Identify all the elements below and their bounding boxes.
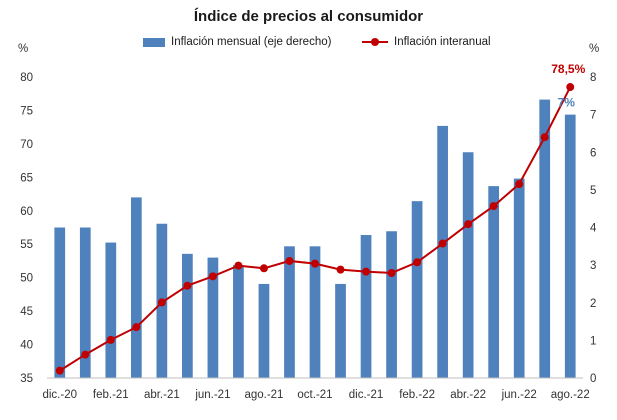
bar: [258, 283, 270, 378]
line-point: [81, 350, 90, 359]
bar: [513, 178, 525, 378]
y-right-tick: 3: [590, 260, 596, 272]
x-tick-label: feb.-22: [399, 389, 435, 401]
y-right-tick: 7: [590, 110, 596, 122]
y-left-tick: 80: [20, 72, 33, 84]
bar: [284, 246, 295, 378]
line-point: [362, 267, 371, 276]
line-point: [336, 265, 345, 274]
legend-item-yearly: Inflación interanual: [362, 36, 491, 48]
y-left-tick: 65: [20, 172, 33, 184]
line-point: [540, 133, 549, 142]
y-axis-right-label: %: [589, 43, 599, 55]
annotation-monthly: 7%: [558, 96, 576, 110]
bar: [54, 227, 66, 378]
line-point: [55, 366, 64, 375]
y-left-tick: 50: [20, 273, 33, 285]
x-tick-label: jun.-22: [501, 389, 537, 401]
x-tick-label: feb.-21: [93, 389, 129, 401]
line-point: [157, 298, 166, 307]
y-axis-left-label: %: [18, 43, 28, 55]
annotation-yearly: 78,5%: [551, 62, 585, 76]
line-point: [515, 180, 524, 189]
bar: [233, 265, 244, 378]
line-point: [106, 335, 115, 344]
bar: [539, 99, 551, 378]
line-point: [413, 258, 422, 267]
x-tick-label: ago.-21: [244, 389, 283, 401]
x-tick-label: dic.-21: [349, 389, 384, 401]
line-point: [438, 239, 447, 248]
line-point: [285, 256, 294, 265]
y-left-tick: 60: [20, 206, 33, 218]
y-left-tick: 40: [20, 340, 33, 352]
legend-line-swatch: [362, 37, 388, 47]
bar: [386, 231, 397, 378]
bar: [360, 235, 372, 378]
bar: [130, 197, 142, 378]
bar: [79, 227, 91, 378]
bar: [207, 257, 219, 378]
y-right-tick: 5: [590, 185, 596, 197]
y-left-tick: 35: [20, 373, 33, 385]
x-tick-label: dic.-20: [42, 389, 77, 401]
line-point: [132, 323, 141, 332]
legend-item-monthly: Inflación mensual (eje derecho): [143, 36, 331, 48]
line-point: [208, 272, 217, 281]
x-tick-label: abr.-22: [450, 389, 486, 401]
legend-label-yearly: Inflación interanual: [394, 36, 491, 48]
y-left-tick: 45: [20, 306, 33, 318]
bar: [462, 152, 474, 378]
legend-bar-swatch: [143, 37, 165, 47]
y-left-tick: 55: [20, 239, 33, 251]
y-right-tick: 2: [590, 298, 596, 310]
y-right-tick: 6: [590, 147, 596, 159]
bar: [564, 114, 576, 378]
line-point: [464, 220, 473, 229]
x-tick-label: abr.-21: [144, 389, 180, 401]
line-point: [234, 261, 243, 270]
bar: [105, 242, 117, 378]
bar: [488, 186, 500, 378]
line-point: [566, 83, 575, 92]
y-right-tick: 0: [590, 373, 596, 385]
legend-label-monthly: Inflación mensual (eje derecho): [171, 36, 332, 48]
line-point: [183, 281, 192, 290]
x-tick-label: oct.-21: [297, 389, 332, 401]
bar: [411, 201, 423, 378]
y-left-tick: 70: [20, 139, 33, 151]
x-tick-label: jun.-21: [194, 389, 230, 401]
bar: [335, 283, 346, 378]
y-right-tick: 1: [590, 335, 596, 347]
chart-title: Índice de precios al consumidor: [193, 8, 424, 25]
line-point: [259, 264, 268, 273]
x-tick-label: ago.-22: [551, 389, 590, 401]
line-point: [311, 259, 319, 268]
bar: [182, 253, 193, 378]
bar: [309, 246, 321, 378]
bar: [437, 125, 448, 378]
line-point: [387, 268, 396, 277]
y-right-tick: 4: [590, 223, 597, 235]
y-left-tick: 75: [20, 105, 33, 117]
line-point: [489, 202, 498, 211]
y-right-tick: 8: [590, 72, 596, 84]
